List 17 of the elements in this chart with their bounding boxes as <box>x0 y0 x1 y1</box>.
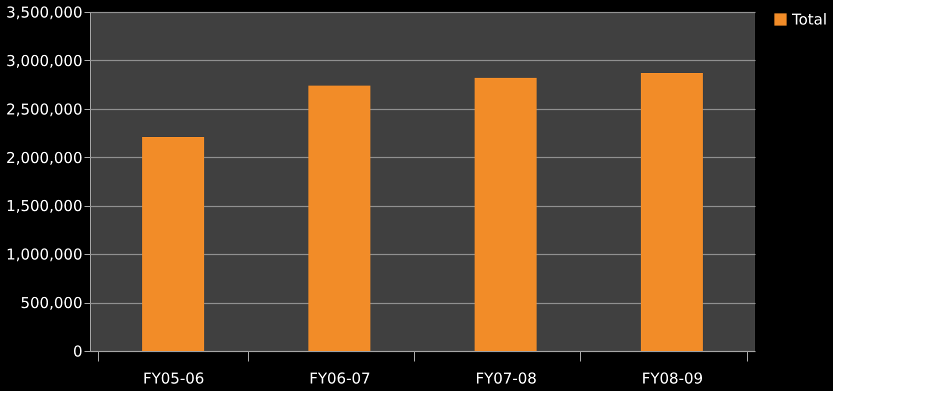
bar <box>142 136 204 351</box>
y-tick-label: 2,000,000 <box>6 148 82 167</box>
y-tick-label: 3,500,000 <box>6 4 82 22</box>
bar <box>640 73 703 351</box>
x-tick-label: FY07-08 <box>475 370 537 388</box>
legend-label: Total <box>791 10 828 28</box>
y-tick-label: 2,500,000 <box>6 100 82 118</box>
x-tick-label: FY05-06 <box>142 370 204 388</box>
bar <box>474 78 537 351</box>
bar <box>308 86 370 351</box>
y-tick-label: 1,000,000 <box>6 246 82 264</box>
x-tick-label: FY08-09 <box>642 370 704 388</box>
x-tick-label: FY06-07 <box>309 370 371 388</box>
y-tick-label: 500,000 <box>20 294 82 312</box>
y-tick-label: 3,000,000 <box>6 52 82 70</box>
y-tick-label: 1,500,000 <box>6 197 82 216</box>
y-tick-label: 0 <box>72 342 82 360</box>
